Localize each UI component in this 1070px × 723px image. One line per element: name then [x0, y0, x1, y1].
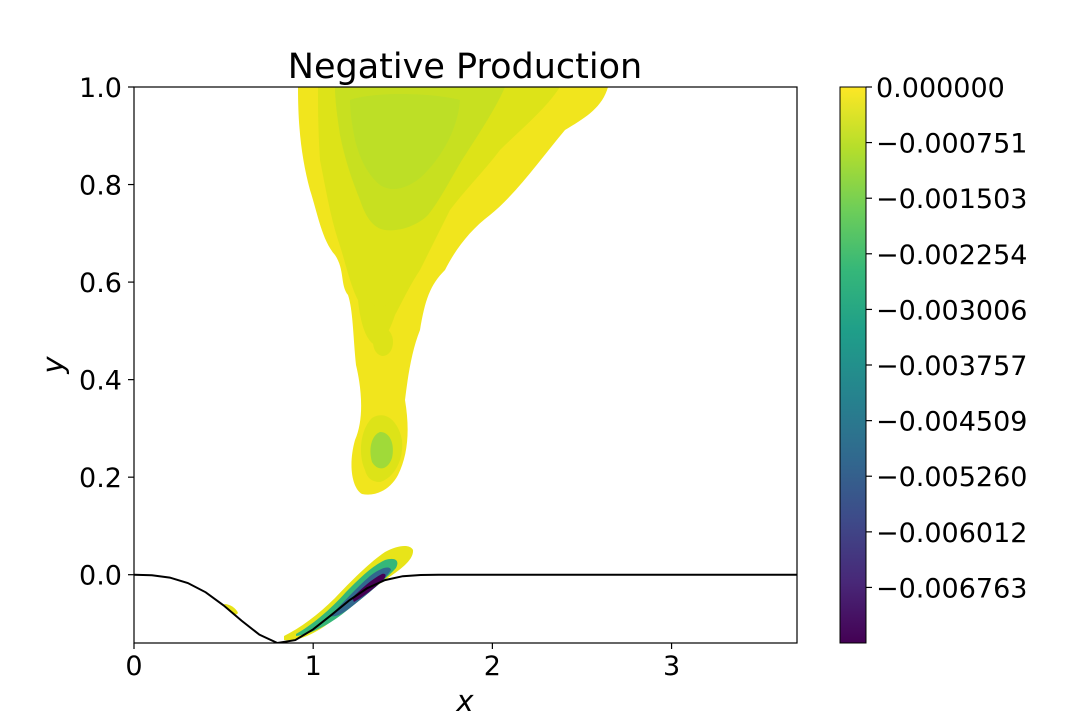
contour-plume-core [350, 94, 460, 190]
colorbar-tick-label: −0.001503 [876, 184, 1027, 215]
y-tick-label: 0.0 [79, 561, 122, 592]
x-axis-label: x [455, 684, 474, 718]
contour-field [224, 87, 608, 641]
y-axis-label: y [36, 356, 70, 375]
x-tick-label: 3 [663, 651, 680, 682]
chart-title: Negative Production [288, 47, 642, 87]
colorbar-tick-label: −0.003006 [876, 295, 1027, 326]
contour-island-2 [373, 328, 393, 356]
colorbar-tick-label: −0.004509 [876, 407, 1027, 438]
y-tick-label: 0.8 [79, 171, 122, 202]
y-tick-label: 1.0 [79, 73, 122, 104]
bump-profile-line [134, 573, 797, 643]
colorbar [839, 86, 867, 644]
colorbar-tick-label: −0.006763 [876, 573, 1027, 604]
x-tick-label: 1 [305, 651, 322, 682]
plot-frame [133, 86, 798, 644]
y-axis-ticks: 0.0 0.2 0.4 0.6 0.8 1.0 [79, 73, 134, 592]
colorbar-tick-label: 0.000000 [876, 73, 1005, 104]
y-tick-label: 0.4 [79, 366, 122, 397]
colorbar-ticks: 0.000000 −0.000751 −0.001503 −0.002254 −0.00… [866, 73, 1027, 604]
y-tick-label: 0.2 [79, 463, 122, 494]
colorbar-tick-label: −0.000751 [876, 129, 1027, 160]
contour-island-1 [366, 263, 394, 307]
x-tick-label: 0 [125, 651, 142, 682]
colorbar-tick-label: −0.005260 [876, 462, 1027, 493]
colorbar-tick-label: −0.003757 [876, 351, 1027, 382]
contour-patch-left [224, 604, 238, 615]
x-axis-ticks: 0 1 2 3 [125, 643, 680, 682]
x-tick-label: 2 [484, 651, 501, 682]
y-tick-label: 0.6 [79, 268, 122, 299]
colorbar-tick-label: −0.002254 [876, 240, 1027, 271]
colorbar-tick-label: −0.006012 [876, 518, 1027, 549]
contour-lobe-inner [370, 432, 393, 469]
